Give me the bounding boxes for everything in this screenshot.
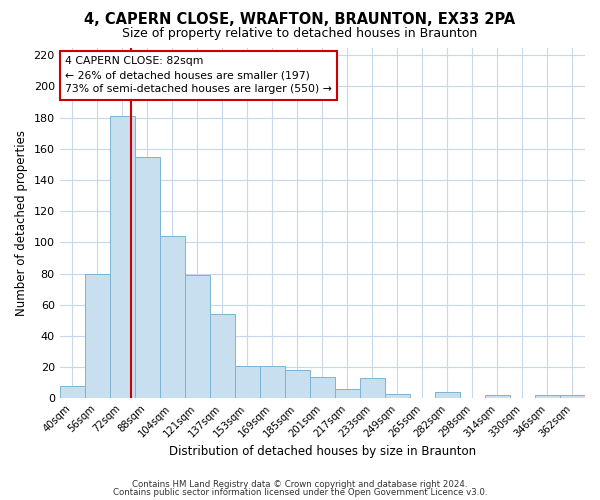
Text: Contains HM Land Registry data © Crown copyright and database right 2024.: Contains HM Land Registry data © Crown c… xyxy=(132,480,468,489)
Bar xyxy=(435,392,460,398)
Bar xyxy=(260,366,285,398)
Bar xyxy=(335,389,360,398)
Bar xyxy=(285,370,310,398)
Text: 4, CAPERN CLOSE, WRAFTON, BRAUNTON, EX33 2PA: 4, CAPERN CLOSE, WRAFTON, BRAUNTON, EX33… xyxy=(85,12,515,28)
Bar xyxy=(160,236,185,398)
Bar xyxy=(235,366,260,398)
Bar xyxy=(385,394,410,398)
Bar xyxy=(59,386,85,398)
Bar xyxy=(560,396,585,398)
Text: Contains public sector information licensed under the Open Government Licence v3: Contains public sector information licen… xyxy=(113,488,487,497)
Bar xyxy=(185,275,210,398)
Text: Size of property relative to detached houses in Braunton: Size of property relative to detached ho… xyxy=(122,28,478,40)
Bar xyxy=(310,376,335,398)
Text: 4 CAPERN CLOSE: 82sqm
← 26% of detached houses are smaller (197)
73% of semi-det: 4 CAPERN CLOSE: 82sqm ← 26% of detached … xyxy=(65,56,332,94)
Bar xyxy=(535,396,560,398)
X-axis label: Distribution of detached houses by size in Braunton: Distribution of detached houses by size … xyxy=(169,444,476,458)
Bar xyxy=(85,274,110,398)
Bar xyxy=(210,314,235,398)
Bar xyxy=(110,116,135,399)
Y-axis label: Number of detached properties: Number of detached properties xyxy=(15,130,28,316)
Bar xyxy=(135,156,160,398)
Bar xyxy=(360,378,385,398)
Bar xyxy=(485,396,510,398)
